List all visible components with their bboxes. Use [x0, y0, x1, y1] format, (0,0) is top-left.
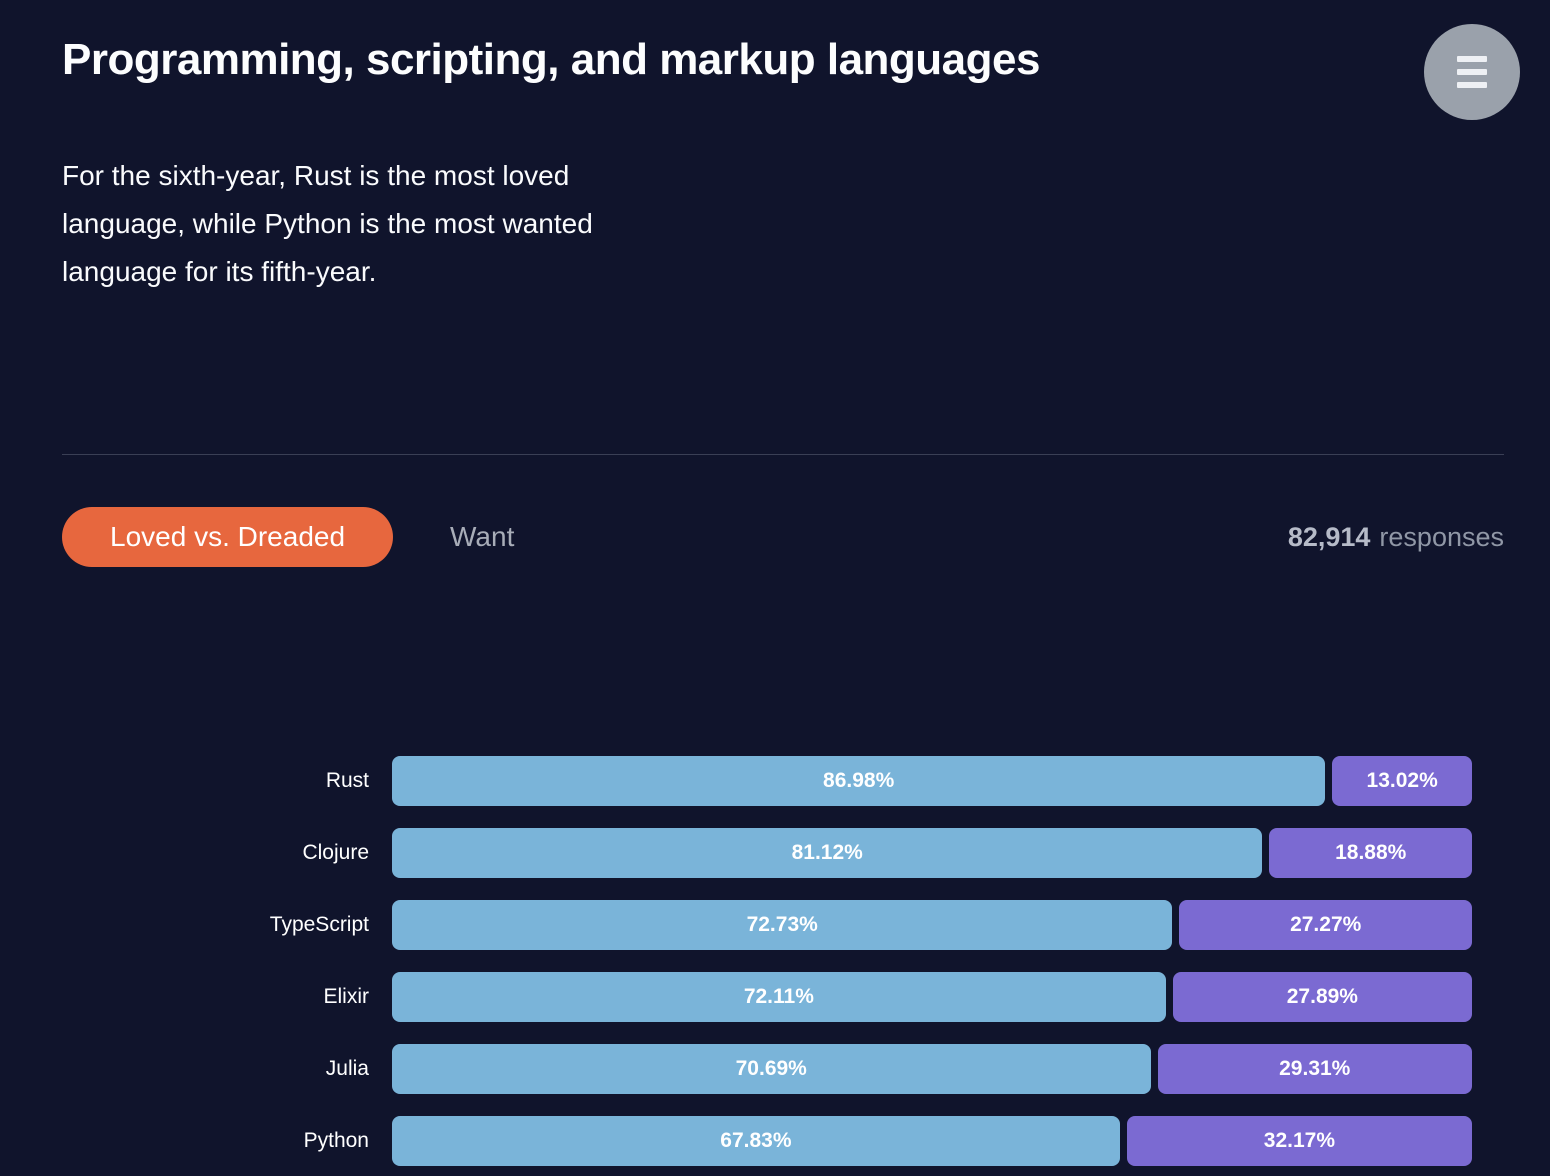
value-label: 72.73% [746, 913, 818, 936]
category-label: Julia [325, 1057, 369, 1080]
category-label: Python [303, 1129, 369, 1152]
bar-track: 70.69% 29.31% [392, 1044, 1472, 1094]
value-label: 13.02% [1366, 769, 1438, 792]
loved-bar-segment[interactable]: 72.73% [392, 900, 1173, 950]
category-label: Clojure [302, 841, 369, 864]
bar-track: 81.12% 18.88% [392, 828, 1472, 878]
dreaded-bar-segment[interactable]: 27.27% [1179, 900, 1472, 950]
tab-want[interactable]: Want [450, 507, 514, 567]
loved-bar-segment[interactable]: 70.69% [392, 1044, 1151, 1094]
responses-value: 82,914 [1287, 521, 1371, 552]
category-label: Elixir [323, 985, 370, 1008]
dreaded-bar-segment[interactable]: 32.17% [1126, 1116, 1472, 1166]
page-subtitle: For the sixth-year, Rust is the most lov… [62, 160, 593, 287]
loved-vs-dreaded-chart: Rust 86.98% 13.02% Clojure 81.12% 18.88% TypeS… [62, 756, 1472, 1166]
bar-track: 72.73% 27.27% [392, 900, 1472, 950]
dreaded-bar-segment[interactable]: 13.02% [1332, 756, 1472, 806]
dreaded-bar-segment[interactable]: 18.88% [1269, 828, 1472, 878]
loved-bar-segment[interactable]: 72.11% [392, 972, 1166, 1022]
tab-bar: Loved vs. Dreaded Want 82,914 responses [62, 507, 1504, 567]
value-label: 81.12% [791, 841, 863, 864]
responses-label: responses [1379, 521, 1504, 552]
value-label: 18.88% [1335, 841, 1407, 864]
menu-button[interactable] [1424, 24, 1520, 120]
value-label: 86.98% [823, 769, 895, 792]
dreaded-bar-segment[interactable]: 27.89% [1172, 972, 1472, 1022]
chart-row: Python 67.83% 32.17% [62, 1116, 1472, 1166]
bar-track: 72.11% 27.89% [392, 972, 1472, 1022]
category-label: TypeScript [269, 913, 369, 936]
category-label: Rust [325, 769, 369, 792]
bar-track: 67.83% 32.17% [392, 1116, 1472, 1166]
value-label: 70.69% [735, 1057, 807, 1080]
section-divider [62, 454, 1504, 455]
loved-bar-segment[interactable]: 67.83% [392, 1116, 1120, 1166]
bar-track: 86.98% 13.02% [392, 756, 1472, 806]
chart-row: TypeScript 72.73% 27.27% [62, 900, 1472, 950]
loved-bar-segment[interactable]: 81.12% [392, 828, 1263, 878]
chart-row: Julia 70.69% 29.31% [62, 1044, 1472, 1094]
loved-bar-segment[interactable]: 86.98% [392, 756, 1326, 806]
chart-row: Clojure 81.12% 18.88% [62, 828, 1472, 878]
value-label: 27.89% [1286, 985, 1358, 1008]
responses-count: 82,914 responses [1288, 522, 1504, 553]
value-label: 27.27% [1290, 913, 1362, 936]
dreaded-bar-segment[interactable]: 29.31% [1157, 1044, 1472, 1094]
header: Programming, scripting, and markup langu… [0, 0, 1550, 296]
value-label: 67.83% [720, 1129, 792, 1152]
hamburger-icon [1457, 56, 1487, 88]
chart-row: Rust 86.98% 13.02% [62, 756, 1472, 806]
tab-loved-vs-dreaded[interactable]: Loved vs. Dreaded [62, 507, 394, 567]
value-label: 72.11% [743, 985, 814, 1008]
value-label: 32.17% [1263, 1129, 1336, 1152]
value-label: 29.31% [1279, 1057, 1351, 1080]
page-title: Programming, scripting, and markup langu… [62, 35, 1040, 84]
chart-row: Elixir 72.11% 27.89% [62, 972, 1472, 1022]
